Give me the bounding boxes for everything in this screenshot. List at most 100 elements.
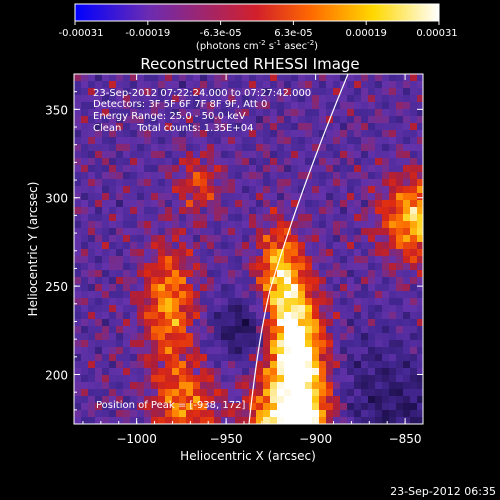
heatmap-cell [74, 207, 82, 215]
heatmap-cell [81, 354, 89, 362]
heatmap-cell [277, 137, 285, 145]
heatmap-cell [116, 144, 124, 152]
heatmap-cell [179, 347, 187, 355]
heatmap-cell [389, 312, 397, 320]
heatmap-cell [130, 242, 138, 250]
heatmap-cell [256, 326, 264, 334]
heatmap-cell [193, 228, 201, 236]
heatmap-cell [333, 102, 341, 110]
heatmap-cell [123, 130, 131, 138]
heatmap-cell [312, 88, 320, 96]
heatmap-cell [123, 179, 131, 187]
heatmap-cell [417, 200, 423, 208]
heatmap-cell [319, 375, 327, 383]
heatmap-cell [284, 298, 292, 306]
heatmap-cell [88, 151, 96, 159]
colorbar-tick-label: 0.00031 [416, 28, 457, 39]
heatmap-cell [116, 200, 124, 208]
heatmap-cell [298, 228, 306, 236]
heatmap-cell [242, 298, 250, 306]
heatmap-cell [340, 333, 348, 341]
heatmap-cell [333, 368, 341, 376]
heatmap-cell [221, 319, 229, 327]
heatmap-cell [123, 165, 131, 173]
heatmap-cell [165, 284, 173, 292]
heatmap-cell [214, 319, 222, 327]
heatmap-cell [179, 410, 187, 418]
heatmap-cell [368, 81, 376, 89]
heatmap-cell [228, 116, 236, 124]
heatmap-cell [242, 102, 250, 110]
heatmap-cell [214, 284, 222, 292]
heatmap-cell [235, 221, 243, 229]
heatmap-cell [298, 88, 306, 96]
heatmap-cell [298, 221, 306, 229]
heatmap-cell [242, 207, 250, 215]
heatmap-cell [249, 291, 257, 299]
heatmap-cell [284, 235, 292, 243]
heatmap-cell [396, 284, 404, 292]
heatmap-cell [165, 312, 173, 320]
heatmap-cell [123, 333, 131, 341]
heatmap-cell [221, 368, 229, 376]
heatmap-cell [193, 137, 201, 145]
heatmap-cell [81, 151, 89, 159]
heatmap-cell [270, 249, 278, 257]
heatmap-cell [263, 207, 271, 215]
heatmap-cell [312, 144, 320, 152]
heatmap-cell [165, 74, 173, 82]
heatmap-cell [284, 312, 292, 320]
heatmap-cell [326, 312, 334, 320]
heatmap-cell [221, 298, 229, 306]
heatmap-cell [186, 158, 194, 166]
heatmap-cell [249, 151, 257, 159]
heatmap-cell [102, 284, 110, 292]
heatmap-cell [137, 417, 145, 424]
heatmap-cell [123, 403, 131, 411]
heatmap-cell [235, 319, 243, 327]
heatmap-cell [298, 389, 306, 397]
heatmap-cell [81, 347, 89, 355]
heatmap-cell [361, 102, 369, 110]
heatmap-cell [137, 228, 145, 236]
heatmap-cell [333, 116, 341, 124]
heatmap-cell [396, 270, 404, 278]
heatmap-cell [410, 368, 418, 376]
heatmap-cell [242, 382, 250, 390]
heatmap-cell [417, 228, 423, 236]
heatmap-cell [130, 88, 138, 96]
heatmap-cell [347, 172, 355, 180]
heatmap-cell [368, 298, 376, 306]
heatmap-cell [144, 200, 152, 208]
heatmap-cell [144, 179, 152, 187]
heatmap-cell [361, 410, 369, 418]
heatmap-cell [193, 249, 201, 257]
heatmap-cell [256, 368, 264, 376]
heatmap-cell [242, 256, 250, 264]
heatmap-cell [291, 291, 299, 299]
heatmap-cell [326, 333, 334, 341]
heatmap-cell [186, 130, 194, 138]
heatmap-cell [340, 396, 348, 404]
heatmap-cell [130, 165, 138, 173]
heatmap-cell [95, 228, 103, 236]
heatmap-cell [410, 298, 418, 306]
heatmap-cell [277, 235, 285, 243]
heatmap-cell [256, 382, 264, 390]
heatmap-cell [242, 277, 250, 285]
heatmap-cell [151, 403, 159, 411]
heatmap-cell [263, 284, 271, 292]
heatmap-cell [74, 102, 82, 110]
heatmap-cell [95, 333, 103, 341]
heatmap-cell [403, 116, 411, 124]
heatmap-cell [235, 256, 243, 264]
heatmap-cell [186, 368, 194, 376]
heatmap-cell [249, 137, 257, 145]
heatmap-cell [165, 347, 173, 355]
heatmap-cell [116, 249, 124, 257]
heatmap-cell [228, 179, 236, 187]
heatmap-cell [151, 249, 159, 257]
heatmap-cell [200, 165, 208, 173]
heatmap-cell [165, 242, 173, 250]
